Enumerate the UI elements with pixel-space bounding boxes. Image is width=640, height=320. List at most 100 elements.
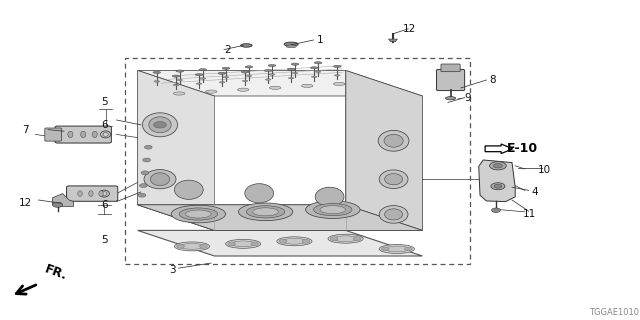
Polygon shape: [479, 160, 515, 202]
Ellipse shape: [241, 71, 249, 73]
Polygon shape: [138, 230, 422, 256]
Circle shape: [145, 145, 152, 149]
Ellipse shape: [100, 131, 111, 138]
Ellipse shape: [287, 68, 295, 70]
Circle shape: [353, 237, 361, 241]
Ellipse shape: [238, 203, 292, 221]
Circle shape: [251, 242, 259, 246]
Ellipse shape: [384, 134, 403, 147]
Ellipse shape: [314, 204, 352, 216]
Ellipse shape: [150, 173, 170, 186]
Polygon shape: [388, 39, 397, 42]
Ellipse shape: [174, 242, 210, 251]
Circle shape: [143, 158, 150, 162]
Ellipse shape: [385, 209, 403, 220]
Ellipse shape: [328, 234, 364, 243]
Ellipse shape: [154, 81, 160, 82]
Ellipse shape: [264, 69, 272, 72]
Ellipse shape: [92, 131, 97, 138]
Ellipse shape: [333, 65, 341, 68]
Ellipse shape: [379, 244, 415, 253]
Ellipse shape: [312, 76, 317, 77]
Text: 12: 12: [403, 24, 416, 34]
Ellipse shape: [288, 77, 294, 79]
Ellipse shape: [144, 170, 176, 189]
Circle shape: [154, 122, 166, 128]
Text: 3: 3: [170, 265, 176, 276]
Ellipse shape: [219, 82, 225, 83]
Ellipse shape: [180, 244, 204, 249]
Polygon shape: [138, 70, 422, 96]
Polygon shape: [52, 194, 74, 206]
Ellipse shape: [310, 67, 318, 69]
Text: 5: 5: [101, 235, 108, 245]
Ellipse shape: [102, 192, 107, 196]
Ellipse shape: [385, 173, 403, 185]
Ellipse shape: [315, 71, 321, 73]
Ellipse shape: [385, 246, 409, 252]
Ellipse shape: [245, 66, 253, 68]
Ellipse shape: [196, 83, 202, 84]
Ellipse shape: [284, 42, 298, 46]
Circle shape: [490, 162, 506, 170]
Ellipse shape: [314, 62, 322, 64]
Ellipse shape: [286, 45, 296, 48]
Ellipse shape: [68, 131, 73, 138]
Ellipse shape: [81, 131, 86, 138]
Polygon shape: [138, 70, 214, 230]
Ellipse shape: [143, 113, 178, 137]
Text: 1: 1: [317, 35, 323, 45]
Circle shape: [404, 247, 412, 251]
Ellipse shape: [186, 210, 211, 218]
Ellipse shape: [266, 79, 271, 80]
Ellipse shape: [301, 84, 313, 87]
Ellipse shape: [99, 191, 104, 196]
Text: 4: 4: [531, 187, 538, 197]
Ellipse shape: [78, 191, 83, 196]
Ellipse shape: [226, 239, 261, 248]
Ellipse shape: [246, 75, 252, 77]
Circle shape: [177, 244, 184, 248]
Circle shape: [141, 171, 149, 175]
Ellipse shape: [268, 64, 276, 67]
Ellipse shape: [177, 79, 183, 81]
Circle shape: [200, 244, 207, 248]
Text: 6: 6: [101, 120, 108, 130]
Circle shape: [330, 237, 338, 241]
Text: 11: 11: [524, 209, 536, 220]
Ellipse shape: [172, 75, 180, 77]
Polygon shape: [346, 70, 422, 230]
Ellipse shape: [380, 205, 408, 223]
Ellipse shape: [333, 236, 358, 242]
Text: E-10: E-10: [507, 142, 538, 155]
Circle shape: [279, 239, 287, 243]
Ellipse shape: [253, 208, 278, 216]
Ellipse shape: [205, 90, 217, 93]
Ellipse shape: [269, 74, 275, 75]
Ellipse shape: [199, 68, 207, 71]
Ellipse shape: [291, 63, 299, 65]
Circle shape: [302, 239, 310, 243]
Ellipse shape: [195, 74, 203, 76]
Ellipse shape: [237, 88, 249, 91]
Ellipse shape: [173, 84, 179, 86]
FancyArrow shape: [485, 144, 513, 154]
Ellipse shape: [445, 97, 456, 100]
Circle shape: [494, 184, 502, 188]
Ellipse shape: [244, 184, 274, 203]
Ellipse shape: [292, 72, 298, 74]
Ellipse shape: [174, 180, 204, 199]
Circle shape: [52, 202, 63, 207]
Ellipse shape: [246, 206, 285, 218]
Text: 7: 7: [22, 124, 29, 135]
FancyBboxPatch shape: [45, 128, 61, 141]
Ellipse shape: [316, 187, 344, 206]
Polygon shape: [138, 205, 422, 230]
Circle shape: [140, 184, 147, 188]
Text: 10: 10: [538, 164, 550, 175]
Ellipse shape: [99, 190, 109, 197]
Ellipse shape: [103, 132, 108, 136]
Ellipse shape: [277, 237, 312, 246]
Ellipse shape: [153, 71, 161, 74]
FancyBboxPatch shape: [441, 64, 460, 72]
